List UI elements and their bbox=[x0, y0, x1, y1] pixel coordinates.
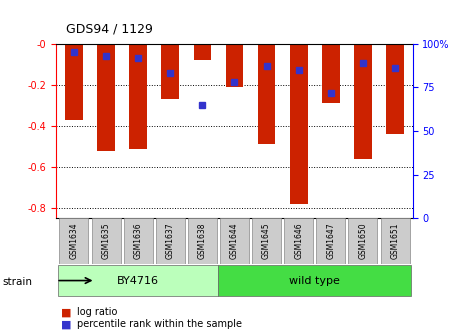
Bar bbox=[354, 44, 372, 159]
Text: GSM1637: GSM1637 bbox=[166, 223, 175, 259]
Text: ■: ■ bbox=[61, 307, 71, 318]
FancyBboxPatch shape bbox=[188, 218, 217, 264]
Bar bbox=[129, 44, 147, 149]
Bar bbox=[322, 44, 340, 103]
Text: GSM1644: GSM1644 bbox=[230, 223, 239, 259]
Text: GSM1645: GSM1645 bbox=[262, 223, 271, 259]
Text: strain: strain bbox=[2, 277, 32, 287]
FancyBboxPatch shape bbox=[381, 218, 409, 264]
Text: GSM1651: GSM1651 bbox=[391, 223, 400, 259]
Text: GSM1650: GSM1650 bbox=[358, 223, 367, 259]
Text: GSM1647: GSM1647 bbox=[326, 223, 335, 259]
FancyBboxPatch shape bbox=[348, 218, 378, 264]
Text: BY4716: BY4716 bbox=[117, 276, 159, 286]
Bar bbox=[258, 44, 275, 144]
FancyBboxPatch shape bbox=[252, 218, 281, 264]
FancyBboxPatch shape bbox=[58, 265, 219, 296]
Text: GDS94 / 1129: GDS94 / 1129 bbox=[66, 22, 152, 35]
Bar bbox=[194, 44, 211, 60]
FancyBboxPatch shape bbox=[60, 218, 88, 264]
Text: GSM1636: GSM1636 bbox=[134, 223, 143, 259]
FancyBboxPatch shape bbox=[156, 218, 185, 264]
FancyBboxPatch shape bbox=[317, 218, 345, 264]
Bar bbox=[290, 44, 308, 204]
Bar bbox=[65, 44, 83, 120]
Text: GSM1635: GSM1635 bbox=[102, 223, 111, 259]
FancyBboxPatch shape bbox=[220, 218, 249, 264]
Bar bbox=[161, 44, 179, 99]
FancyBboxPatch shape bbox=[284, 218, 313, 264]
Text: GSM1646: GSM1646 bbox=[294, 223, 303, 259]
Text: percentile rank within the sample: percentile rank within the sample bbox=[77, 319, 242, 329]
FancyBboxPatch shape bbox=[124, 218, 152, 264]
Text: log ratio: log ratio bbox=[77, 307, 118, 318]
Text: GSM1634: GSM1634 bbox=[69, 223, 78, 259]
Text: ■: ■ bbox=[61, 319, 71, 329]
Bar bbox=[97, 44, 115, 151]
FancyBboxPatch shape bbox=[219, 265, 411, 296]
Bar bbox=[226, 44, 243, 87]
Text: GSM1638: GSM1638 bbox=[198, 223, 207, 259]
Text: wild type: wild type bbox=[289, 276, 340, 286]
Bar bbox=[386, 44, 404, 134]
FancyBboxPatch shape bbox=[91, 218, 121, 264]
